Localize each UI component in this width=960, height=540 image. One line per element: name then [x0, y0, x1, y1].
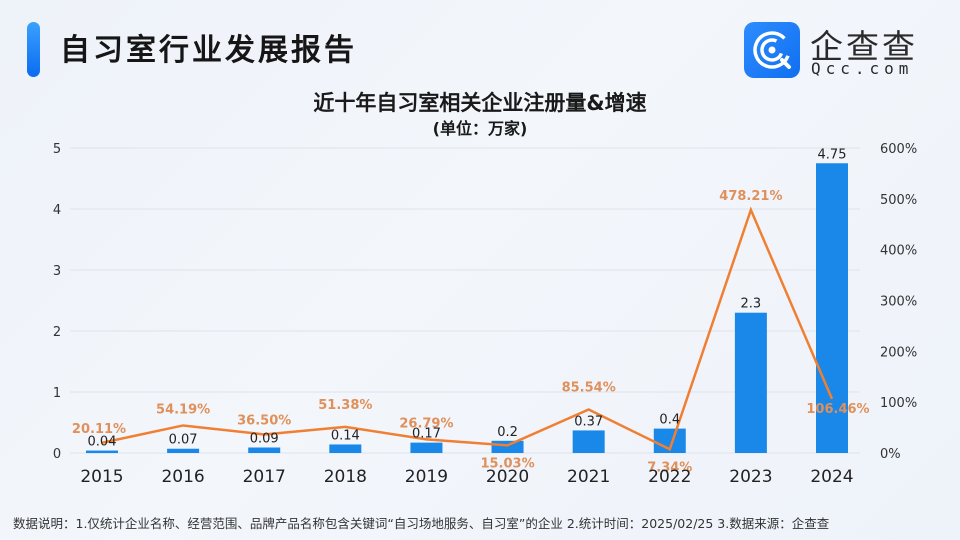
y-left-tick: 5 [53, 142, 61, 157]
y-left-tick: 1 [53, 386, 61, 401]
bar-value-label: 0.04 [88, 435, 117, 450]
bar-value-label: 2.3 [741, 297, 762, 312]
growth-rate-label: 15.03% [480, 456, 534, 471]
y-left-tick: 4 [53, 203, 61, 218]
data-footnote: 数据说明：1.仅统计企业名称、经营范围、品牌产品名称包含关键词“自习场地服务、自… [13, 516, 830, 531]
growth-rate-label: 106.46% [806, 402, 869, 417]
x-category-label: 2023 [729, 467, 772, 487]
x-category-label: 2016 [161, 467, 204, 487]
bar-value-label: 0.4 [659, 413, 680, 428]
growth-rate-label: 54.19% [156, 402, 210, 417]
chart-subtitle: (单位：万家) [432, 119, 528, 138]
y-left-tick: 3 [53, 264, 61, 279]
bar [572, 430, 605, 453]
bar [167, 448, 200, 453]
y-right-tick: 300% [880, 295, 917, 310]
x-category-label: 2017 [243, 467, 286, 487]
y-left-tick: 0 [53, 447, 61, 462]
growth-line [101, 206, 834, 452]
bar-value-label: 0.37 [574, 414, 603, 429]
title-accent-bar [27, 22, 40, 77]
bar [410, 442, 443, 453]
y-right-tick: 600% [880, 142, 917, 157]
y-right-tick: 500% [880, 193, 917, 208]
y-left-tick: 2 [53, 325, 61, 340]
growth-rate-label: 7.34% [647, 460, 692, 475]
bar [816, 163, 848, 453]
x-category-label: 2024 [810, 467, 853, 487]
growth-rate-label: 20.11% [72, 422, 126, 437]
bar [329, 444, 362, 453]
x-category-label: 2019 [405, 467, 448, 487]
bar-value-label: 0.17 [412, 427, 441, 442]
brand-name: 企查查 [810, 27, 918, 66]
bar-value-label: 4.75 [818, 147, 847, 162]
y-right-tick: 0% [880, 447, 901, 462]
bar-value-label: 0.2 [497, 425, 518, 440]
x-category-label: 2020 [486, 467, 529, 487]
x-category-label: 2022 [648, 467, 691, 487]
growth-rate-label: 26.79% [399, 416, 453, 431]
bar [491, 440, 524, 453]
y-right-tick: 100% [880, 396, 917, 411]
growth-rate-label: 85.54% [562, 381, 616, 396]
growth-rate-label: 51.38% [318, 398, 372, 413]
x-category-label: 2021 [567, 467, 610, 487]
growth-rate-label: 478.21% [719, 189, 782, 204]
qcc-logo-icon [744, 22, 800, 78]
bar [734, 312, 767, 453]
y-right-tick: 400% [880, 244, 917, 259]
brand-url: Qcc.com [811, 59, 914, 78]
x-category-label: 2018 [324, 467, 367, 487]
x-category-label: 2015 [80, 467, 123, 487]
bar [248, 447, 281, 453]
bar [86, 450, 118, 454]
growth-rate-label: 36.50% [237, 413, 291, 428]
y-right-tick: 200% [880, 345, 917, 360]
chart-title: 近十年自习室相关企业注册量&增速 [313, 91, 647, 115]
bar-value-label: 0.14 [331, 428, 360, 443]
bar-value-label: 0.07 [169, 433, 198, 448]
report-title: 自习室行业发展报告 [60, 33, 357, 68]
bar-value-label: 0.09 [250, 432, 279, 447]
